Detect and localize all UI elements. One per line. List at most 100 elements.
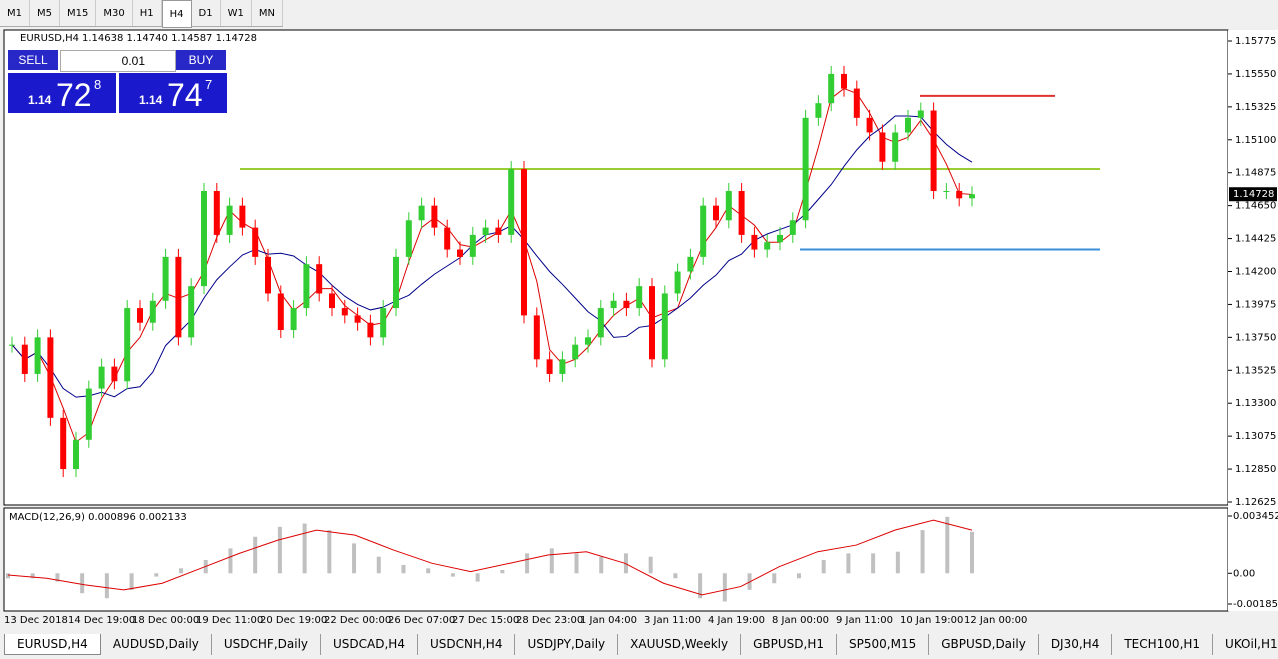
- moving-average: [11, 87, 973, 444]
- chart-tab[interactable]: DJ30,H4: [1039, 634, 1113, 655]
- candle: [751, 234, 758, 250]
- timeframe-button[interactable]: W1: [221, 0, 252, 26]
- candle: [175, 256, 182, 338]
- y-tick-label: -0.001851: [1233, 599, 1278, 610]
- candle: [508, 169, 515, 235]
- chart-tab[interactable]: UKOil,H1: [1213, 634, 1278, 655]
- macd-bar: [722, 573, 727, 602]
- y-tick-label: 1.15100: [1235, 135, 1276, 146]
- candle: [239, 205, 246, 228]
- sell-button[interactable]: SELL: [8, 50, 58, 70]
- macd-bar: [846, 553, 851, 574]
- x-tick-label: 10 Jan 19:00: [900, 615, 963, 626]
- candle: [111, 366, 118, 382]
- candle: [226, 205, 233, 235]
- x-tick-label: 3 Jan 11:00: [644, 615, 701, 626]
- symbol: EURUSD,H4: [20, 33, 79, 44]
- macd-bar: [648, 556, 653, 574]
- macd-bar: [277, 526, 282, 574]
- timeframe-button[interactable]: H1: [133, 0, 162, 26]
- timeframe-button[interactable]: D1: [192, 0, 221, 26]
- ask-frac: 7: [205, 77, 213, 92]
- y-tick-label: 1.13975: [1235, 299, 1276, 310]
- candle: [329, 293, 335, 309]
- chart-tab[interactable]: USDCHF,Daily: [212, 634, 322, 655]
- ask[interactable]: 1.14 74 7: [119, 73, 227, 113]
- candle: [738, 191, 745, 235]
- candle: [341, 308, 348, 316]
- chart-tab[interactable]: USDCAD,H4: [321, 634, 418, 655]
- timeframe-button[interactable]: M30: [96, 0, 133, 26]
- buy-button[interactable]: BUY: [176, 50, 226, 70]
- chart-tab[interactable]: XAUUSD,Weekly: [618, 634, 742, 655]
- candle: [482, 227, 489, 235]
- candle: [713, 205, 719, 221]
- x-tick-label: 20 Dec 19:00: [260, 615, 327, 626]
- chart-tab[interactable]: USDJPY,Daily: [515, 634, 619, 655]
- timeframe-button[interactable]: M1: [0, 0, 30, 26]
- candle: [457, 249, 463, 257]
- candle: [789, 220, 796, 235]
- candle: [380, 308, 387, 338]
- y-tick-label: 1.13075: [1235, 431, 1276, 442]
- chart-tab[interactable]: EURUSD,H4: [4, 634, 101, 655]
- candle: [969, 194, 975, 199]
- macd-bar: [154, 573, 159, 577]
- candle: [777, 234, 783, 243]
- chart-tab[interactable]: SP500,M15: [837, 634, 930, 655]
- chart-tab[interactable]: AUDUSD,Daily: [101, 634, 212, 655]
- y-tick-label: 1.12850: [1235, 464, 1276, 475]
- macd-bar: [401, 564, 406, 574]
- y-tick-label: 1.14650: [1235, 201, 1276, 212]
- candle: [201, 191, 207, 287]
- chart-tab[interactable]: USDCNH,H4: [418, 634, 516, 655]
- timeframe-button[interactable]: M5: [30, 0, 60, 26]
- x-tick-label: 12 Jan 00:00: [964, 615, 1027, 626]
- x-tick-label: 18 Dec 00:00: [132, 615, 199, 626]
- y-tick-label: 1.13750: [1235, 332, 1276, 343]
- macd-bar: [574, 553, 579, 574]
- candle: [687, 256, 694, 272]
- macd-bar: [525, 553, 530, 574]
- bid[interactable]: 1.14 72 8: [8, 73, 116, 113]
- candle: [841, 73, 847, 89]
- candle: [572, 344, 579, 360]
- macd-bar: [698, 573, 703, 599]
- candle: [277, 293, 284, 331]
- candle: [533, 315, 540, 360]
- macd-bar: [500, 569, 505, 574]
- chart-tab[interactable]: GBPUSD,H1: [741, 634, 838, 655]
- macd-bar: [895, 551, 900, 574]
- y-tick-label: 0.00: [1233, 568, 1255, 579]
- candle: [623, 300, 630, 309]
- candle: [367, 322, 374, 338]
- lot: 0.01: [121, 54, 145, 68]
- candle: [405, 220, 412, 257]
- candle: [149, 300, 156, 323]
- timeframe-button[interactable]: M15: [60, 0, 97, 26]
- candle: [892, 132, 899, 162]
- y-tick-label: 1.15775: [1235, 36, 1276, 47]
- candle: [98, 366, 105, 389]
- macd-bar: [945, 516, 950, 574]
- candle: [905, 117, 911, 133]
- y-tick-label: 0.003452: [1233, 511, 1278, 522]
- y-tick-label: 1.14875: [1235, 168, 1276, 179]
- chart-tab[interactable]: GBPUSD,Daily: [929, 634, 1039, 655]
- timeframe-button[interactable]: H4: [161, 0, 192, 28]
- candle: [47, 337, 54, 418]
- x-tick-label: 27 Dec 15:00: [452, 615, 519, 626]
- timeframe-button[interactable]: MN: [252, 0, 283, 26]
- macd-pane: [3, 507, 1229, 612]
- candle: [303, 264, 310, 309]
- candle: [597, 308, 604, 338]
- candle: [469, 234, 476, 257]
- chart-tab[interactable]: TECH100,H1: [1112, 634, 1214, 655]
- candle: [930, 110, 937, 192]
- candle: [866, 117, 873, 133]
- macd-bar: [129, 573, 134, 590]
- lot-input[interactable]: 0.01: [60, 50, 176, 72]
- bid-big: 1.14: [28, 93, 52, 107]
- macd-bar: [673, 573, 678, 579]
- macd-bar: [327, 530, 332, 574]
